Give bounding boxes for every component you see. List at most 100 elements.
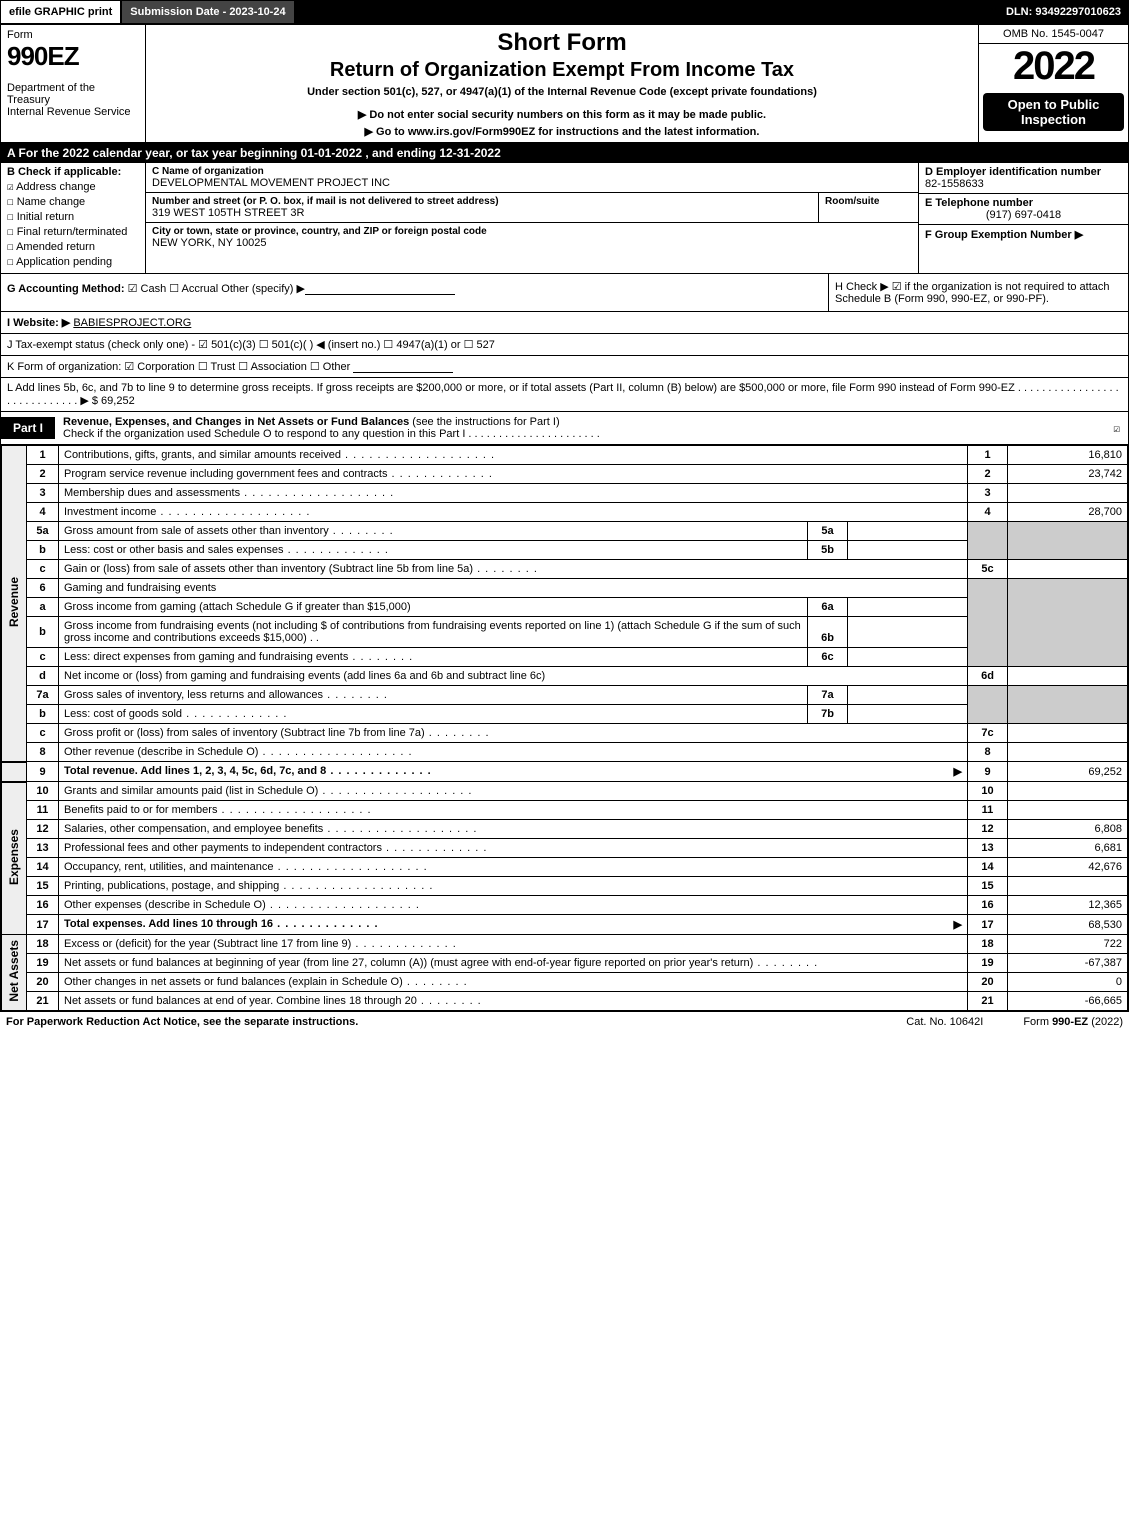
- desc-7c: Gross profit or (loss) from sales of inv…: [59, 724, 968, 743]
- efile-print-label[interactable]: efile GRAPHIC print: [0, 0, 121, 24]
- sn-7a: 7a: [808, 686, 848, 705]
- desc-9: Total revenue. Add lines 1, 2, 3, 4, 5c,…: [59, 762, 968, 782]
- desc-5c: Gain or (loss) from sale of assets other…: [59, 560, 968, 579]
- ln-18: 18: [27, 935, 59, 954]
- form-number: 990EZ: [7, 41, 139, 72]
- ln-16: 16: [27, 896, 59, 915]
- sn-5b: 5b: [808, 541, 848, 560]
- ln-1: 1: [27, 446, 59, 465]
- desc-8: Other revenue (describe in Schedule O): [59, 743, 968, 762]
- top-bar: efile GRAPHIC print Submission Date - 20…: [0, 0, 1129, 24]
- sv-7a: [848, 686, 968, 705]
- chk-final-return[interactable]: ☐ Final return/terminated: [7, 225, 139, 238]
- org-city: NEW YORK, NY 10025: [152, 237, 912, 249]
- sv-7b: [848, 705, 968, 724]
- row-a-tax-year: A For the 2022 calendar year, or tax yea…: [1, 143, 1128, 163]
- chk-name-change[interactable]: ☐ Name change: [7, 195, 139, 208]
- sv-5b: [848, 541, 968, 560]
- col-d-e-f: D Employer identification number 82-1558…: [918, 163, 1128, 273]
- part-1-checkbox[interactable]: ☑: [1105, 418, 1128, 439]
- f-label: F Group Exemption Number ▶: [925, 229, 1083, 241]
- ln-5c: c: [27, 560, 59, 579]
- desc-7a: Gross sales of inventory, less returns a…: [59, 686, 808, 705]
- ln-6: 6: [27, 579, 59, 598]
- sidebar-revenue: Revenue: [2, 446, 27, 762]
- desc-14: Occupancy, rent, utilities, and maintena…: [59, 858, 968, 877]
- subtitle: Under section 501(c), 527, or 4947(a)(1)…: [152, 86, 972, 98]
- website-value[interactable]: BABIESPROJECT.ORG: [73, 317, 191, 329]
- grey-7: [968, 686, 1008, 724]
- desc-6c: Less: direct expenses from gaming and fu…: [59, 648, 808, 667]
- ln-14: 14: [27, 858, 59, 877]
- sidebar-net-assets: Net Assets: [2, 935, 27, 1011]
- chk-address-change[interactable]: ☑ Address change: [7, 180, 139, 193]
- part-1-subtitle: Check if the organization used Schedule …: [63, 428, 600, 440]
- chk-application-pending[interactable]: ☐ Application pending: [7, 255, 139, 268]
- b-header: B Check if applicable:: [7, 166, 139, 178]
- e-phone-block: E Telephone number (917) 697-0418: [919, 194, 1128, 225]
- row-g-h: G Accounting Method: ☑ Cash ☐ Accrual Ot…: [1, 274, 1128, 312]
- title-main: Return of Organization Exempt From Incom…: [152, 59, 972, 82]
- lines-table: Revenue 1 Contributions, gifts, grants, …: [1, 445, 1128, 1011]
- desc-19: Net assets or fund balances at beginning…: [59, 954, 968, 973]
- rn-5c: 5c: [968, 560, 1008, 579]
- form-header: Form 990EZ Department of the Treasury In…: [1, 25, 1128, 143]
- rn-7c: 7c: [968, 724, 1008, 743]
- desc-10: Grants and similar amounts paid (list in…: [59, 782, 968, 801]
- ln-9: 9: [27, 762, 59, 782]
- desc-16: Other expenses (describe in Schedule O): [59, 896, 968, 915]
- submission-date: Submission Date - 2023-10-24: [121, 0, 294, 24]
- val-12: 6,808: [1008, 820, 1128, 839]
- dln-label: DLN: 93492297010623: [998, 0, 1129, 24]
- rn-8: 8: [968, 743, 1008, 762]
- rn-18: 18: [968, 935, 1008, 954]
- topbar-spacer: [295, 0, 998, 24]
- val-1: 16,810: [1008, 446, 1128, 465]
- ln-8: 8: [27, 743, 59, 762]
- h-schedule-b: H Check ▶ ☑ if the organization is not r…: [828, 274, 1128, 311]
- desc-5a: Gross amount from sale of assets other t…: [59, 522, 808, 541]
- desc-15: Printing, publications, postage, and shi…: [59, 877, 968, 896]
- rn-17: 17: [968, 915, 1008, 935]
- footer-left: For Paperwork Reduction Act Notice, see …: [6, 1016, 866, 1028]
- ln-10: 10: [27, 782, 59, 801]
- grey-5: [968, 522, 1008, 560]
- val-16: 12,365: [1008, 896, 1128, 915]
- val-10: [1008, 782, 1128, 801]
- ln-21: 21: [27, 992, 59, 1011]
- desc-20: Other changes in net assets or fund bala…: [59, 973, 968, 992]
- sv-6b: [848, 617, 968, 648]
- ln-6a: a: [27, 598, 59, 617]
- ln-5b: b: [27, 541, 59, 560]
- g-options[interactable]: ☑ Cash ☐ Accrual Other (specify) ▶: [128, 283, 305, 295]
- c-name-label: C Name of organization: [152, 166, 912, 177]
- k-text[interactable]: K Form of organization: ☑ Corporation ☐ …: [7, 361, 350, 373]
- ln-4: 4: [27, 503, 59, 522]
- h-text: H Check ▶ ☑ if the organization is not r…: [835, 281, 1110, 305]
- val-18: 722: [1008, 935, 1128, 954]
- sidebar-expenses: Expenses: [2, 782, 27, 935]
- footer-cat-no: Cat. No. 10642I: [866, 1016, 1023, 1028]
- desc-6a: Gross income from gaming (attach Schedul…: [59, 598, 808, 617]
- ln-7c: c: [27, 724, 59, 743]
- row-l-gross-receipts: L Add lines 5b, 6c, and 7b to line 9 to …: [1, 378, 1128, 412]
- chk-amended-return[interactable]: ☐ Amended return: [7, 240, 139, 253]
- val-8: [1008, 743, 1128, 762]
- goto-link[interactable]: ▶ Go to www.irs.gov/Form990EZ for instru…: [152, 125, 972, 138]
- rn-16: 16: [968, 896, 1008, 915]
- page-footer: For Paperwork Reduction Act Notice, see …: [0, 1012, 1129, 1032]
- chk-initial-return[interactable]: ☐ Initial return: [7, 210, 139, 223]
- sv-6a: [848, 598, 968, 617]
- val-11: [1008, 801, 1128, 820]
- desc-6d: Net income or (loss) from gaming and fun…: [59, 667, 968, 686]
- j-text[interactable]: J Tax-exempt status (check only one) - ☑…: [7, 339, 495, 351]
- f-group-block: F Group Exemption Number ▶: [919, 225, 1128, 273]
- rn-3: 3: [968, 484, 1008, 503]
- i-label: I Website: ▶: [7, 317, 70, 329]
- sn-6c: 6c: [808, 648, 848, 667]
- e-label: E Telephone number: [925, 197, 1122, 209]
- room-suite-label: Room/suite: [825, 196, 912, 207]
- dept-label: Department of the Treasury Internal Reve…: [7, 82, 139, 118]
- desc-1: Contributions, gifts, grants, and simila…: [59, 446, 968, 465]
- l-text: L Add lines 5b, 6c, and 7b to line 9 to …: [7, 382, 1119, 407]
